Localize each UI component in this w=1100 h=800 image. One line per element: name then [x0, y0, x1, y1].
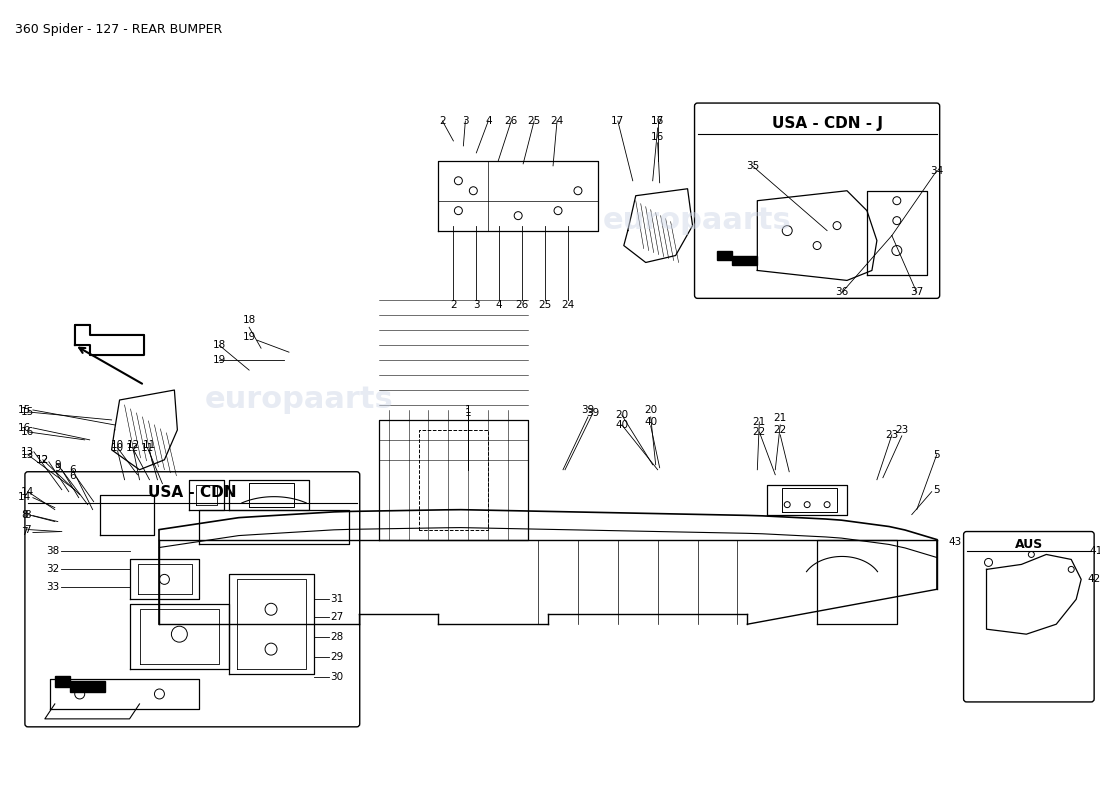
Text: 14: 14 [21, 486, 34, 497]
Text: 360 Spider - 127 - REAR BUMPER: 360 Spider - 127 - REAR BUMPER [15, 23, 222, 36]
Text: 6: 6 [69, 470, 76, 481]
Text: 1: 1 [465, 405, 472, 415]
Text: 31: 31 [330, 594, 343, 604]
Text: 3: 3 [473, 300, 480, 310]
Text: USA - CDN: USA - CDN [148, 485, 236, 500]
Text: 27: 27 [330, 612, 343, 622]
Text: 2: 2 [450, 300, 456, 310]
Text: 14: 14 [19, 492, 32, 502]
Text: 40: 40 [615, 420, 628, 430]
Polygon shape [55, 676, 104, 692]
Text: 13: 13 [21, 447, 34, 457]
Text: 28: 28 [330, 632, 343, 642]
Text: 23: 23 [895, 425, 909, 435]
Text: 40: 40 [645, 417, 658, 427]
Text: 24: 24 [550, 116, 563, 126]
Text: 38: 38 [46, 546, 59, 557]
Text: 26: 26 [516, 300, 529, 310]
Text: 19: 19 [242, 332, 255, 342]
Text: 6: 6 [69, 465, 76, 474]
Text: 11: 11 [141, 443, 154, 453]
Text: 15: 15 [19, 405, 32, 415]
Text: 36: 36 [835, 287, 848, 298]
Text: 25: 25 [538, 300, 552, 310]
Polygon shape [75, 326, 144, 355]
Text: 16: 16 [19, 423, 32, 433]
Text: 11: 11 [143, 440, 156, 450]
Text: 7: 7 [22, 526, 29, 537]
Text: 3: 3 [462, 116, 469, 126]
Text: 24: 24 [561, 300, 574, 310]
Text: USA - CDN - J: USA - CDN - J [771, 117, 882, 131]
Text: 1: 1 [465, 408, 472, 418]
Text: 26: 26 [505, 116, 518, 126]
Text: 32: 32 [46, 565, 59, 574]
Text: 43: 43 [948, 538, 961, 547]
Text: 12: 12 [126, 440, 140, 450]
Text: europaarts: europaarts [205, 386, 394, 414]
Text: 4: 4 [485, 116, 492, 126]
Text: 12: 12 [36, 454, 50, 465]
Text: 17: 17 [651, 116, 664, 126]
FancyBboxPatch shape [694, 103, 939, 298]
Text: 21: 21 [773, 413, 786, 423]
Text: 33: 33 [46, 582, 59, 592]
Text: 20: 20 [615, 410, 628, 420]
Text: 12: 12 [125, 443, 140, 453]
Text: 15: 15 [21, 407, 34, 417]
Text: 2: 2 [439, 116, 446, 126]
Text: 17: 17 [612, 116, 625, 126]
FancyBboxPatch shape [964, 531, 1094, 702]
Text: 9: 9 [55, 460, 62, 470]
Text: 13: 13 [21, 450, 34, 460]
Text: 8: 8 [24, 510, 31, 519]
Text: 5: 5 [934, 450, 940, 460]
Text: 39: 39 [581, 405, 594, 415]
Text: 5: 5 [934, 485, 940, 494]
Text: 22: 22 [752, 427, 766, 437]
FancyBboxPatch shape [25, 472, 360, 727]
Text: 4: 4 [496, 300, 503, 310]
Text: 34: 34 [931, 166, 944, 176]
Text: 18: 18 [212, 340, 226, 350]
Text: 25: 25 [528, 116, 541, 126]
Text: 29: 29 [330, 652, 343, 662]
Text: 37: 37 [910, 287, 923, 298]
Text: 16: 16 [651, 132, 664, 142]
Text: 42: 42 [1088, 574, 1100, 584]
Text: 10: 10 [111, 443, 124, 453]
Text: 20: 20 [645, 405, 658, 415]
Text: 12: 12 [36, 454, 50, 465]
Text: 18: 18 [242, 315, 255, 326]
Text: 41: 41 [1089, 546, 1100, 557]
Text: 10: 10 [111, 440, 124, 450]
Text: 39: 39 [586, 408, 600, 418]
Text: 8: 8 [22, 510, 29, 519]
Text: 16: 16 [21, 427, 34, 437]
Text: 22: 22 [773, 425, 786, 435]
Text: 30: 30 [330, 672, 343, 682]
Text: AUS: AUS [1015, 538, 1044, 551]
Text: europaarts: europaarts [603, 206, 792, 235]
Text: 21: 21 [752, 417, 766, 427]
Text: 9: 9 [55, 462, 62, 473]
Text: 16: 16 [651, 116, 664, 126]
Text: 35: 35 [746, 161, 759, 171]
Polygon shape [717, 250, 757, 266]
Text: 7: 7 [24, 525, 31, 534]
Text: 23: 23 [886, 430, 899, 440]
Text: 19: 19 [212, 355, 226, 365]
